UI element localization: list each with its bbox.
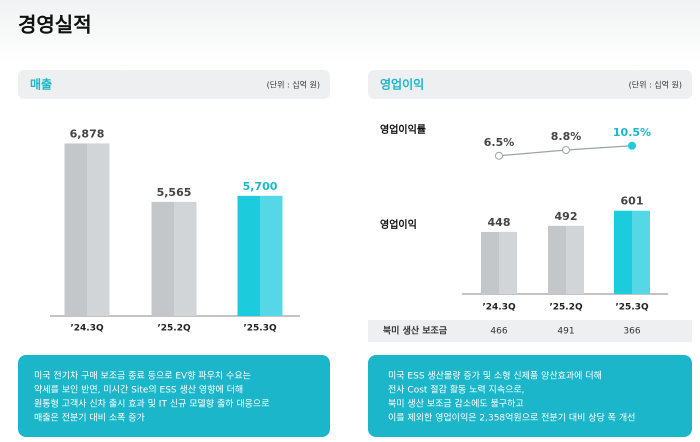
bar bbox=[548, 225, 584, 294]
chart-label: 영업이익률 bbox=[380, 123, 426, 136]
note-line: 북미 생산 보조금 감소에도 불구하고 bbox=[388, 398, 524, 410]
bar bbox=[151, 201, 197, 316]
bar bbox=[481, 231, 517, 294]
table-value: 491 bbox=[557, 327, 574, 337]
note-line: 미국 전기차 구매 보조금 종료 등으로 EV향 파우치 수요는 bbox=[34, 370, 251, 382]
panel-heading: 영업이익 bbox=[380, 77, 424, 92]
table-row bbox=[368, 320, 692, 342]
x-tick-label: ’25.3Q bbox=[615, 303, 649, 313]
value-label: 601 bbox=[621, 195, 644, 208]
point bbox=[628, 141, 636, 150]
unit-label: (단위 : 십억 원) bbox=[629, 80, 682, 90]
bar-shine bbox=[632, 210, 650, 294]
x-tick-label: ’25.2Q bbox=[157, 324, 191, 334]
value-label: 5,565 bbox=[157, 186, 192, 199]
table-label: 북미 생산 보조금 bbox=[383, 325, 448, 337]
note-box bbox=[18, 355, 330, 437]
note-line: 약세를 보인 반면, 미시간 Site의 ESS 생산 영향에 더해 bbox=[34, 384, 243, 396]
bar bbox=[237, 195, 283, 316]
value-label: 10.5% bbox=[613, 126, 651, 139]
chart-label: 영업이익 bbox=[380, 218, 417, 231]
note-box bbox=[368, 355, 692, 437]
x-tick-label: ’24.3Q bbox=[70, 324, 104, 334]
table-value: 366 bbox=[623, 327, 640, 337]
value-label: 492 bbox=[555, 210, 578, 223]
note-line: 미국 ESS 생산물량 증가 및 소형 신제품 양산효과에 더해 bbox=[388, 370, 602, 382]
bar-shine bbox=[499, 231, 517, 294]
bar-shine bbox=[87, 143, 110, 316]
bar-shine bbox=[566, 225, 584, 294]
point bbox=[562, 146, 570, 154]
page-title: 경영실적 bbox=[18, 13, 92, 37]
note-line: 전사 Cost 절감 활동 노력 지속으로, bbox=[388, 384, 525, 396]
panel-header bbox=[18, 70, 330, 99]
x-tick-label: ’24.3Q bbox=[482, 303, 516, 313]
table-value: 466 bbox=[490, 327, 507, 337]
value-label: 6,878 bbox=[70, 127, 105, 140]
value-label: 6.5% bbox=[484, 136, 515, 149]
bar-shine bbox=[260, 195, 283, 316]
note-line: 원통형 고객사 신차 출시 효과 및 IT 신규 모델향 출하 대응으로 bbox=[34, 398, 269, 410]
bar bbox=[64, 143, 110, 316]
panel-header bbox=[368, 70, 692, 99]
x-tick-label: ’25.3Q bbox=[243, 324, 277, 334]
bar-shine bbox=[174, 201, 197, 316]
bar bbox=[614, 210, 650, 294]
value-label: 5,700 bbox=[243, 180, 278, 193]
point bbox=[495, 151, 503, 160]
panel-heading: 매출 bbox=[30, 77, 52, 92]
x-tick-label: ’25.2Q bbox=[549, 303, 583, 313]
value-label: 448 bbox=[488, 216, 511, 229]
note-line: 매출은 전분기 대비 소폭 증가 bbox=[34, 413, 145, 424]
note-line: 이를 제외한 영업이익은 2,358억원으로 전분기 대비 상당 폭 개선 bbox=[388, 412, 635, 424]
value-label: 8.8% bbox=[551, 130, 582, 143]
unit-label: (단위 : 십억 원) bbox=[267, 80, 320, 90]
